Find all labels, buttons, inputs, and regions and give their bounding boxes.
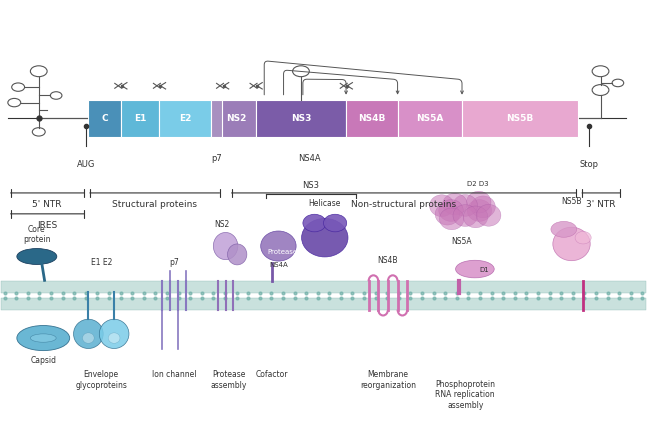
FancyArrowPatch shape (283, 70, 399, 95)
Ellipse shape (471, 196, 496, 218)
Text: C: C (101, 114, 108, 123)
Bar (159, 100, 211, 137)
Text: Structural proteins: Structural proteins (112, 200, 197, 209)
Text: 3' NTR: 3' NTR (586, 200, 616, 209)
Bar (1, 298, 646, 309)
Text: NS4A: NS4A (298, 154, 321, 163)
Ellipse shape (214, 232, 238, 260)
Text: E2: E2 (179, 114, 191, 123)
Ellipse shape (17, 325, 70, 351)
Ellipse shape (463, 206, 488, 228)
Text: NS5B: NS5B (507, 114, 534, 123)
Text: NS4B: NS4B (358, 114, 386, 123)
Text: NS4A: NS4A (269, 262, 288, 268)
Text: NS5B: NS5B (562, 197, 582, 206)
Text: Capsid: Capsid (30, 356, 56, 365)
Bar (346, 100, 398, 137)
Text: NS2: NS2 (215, 220, 230, 229)
Bar (217, 100, 256, 137)
Text: NS5A: NS5A (452, 237, 472, 246)
FancyArrowPatch shape (264, 61, 463, 95)
Text: Protease
assembly: Protease assembly (211, 370, 247, 390)
Ellipse shape (324, 214, 347, 232)
Ellipse shape (453, 195, 477, 216)
Bar (89, 100, 120, 137)
Text: E1 E2: E1 E2 (91, 258, 112, 267)
Ellipse shape (83, 333, 94, 343)
Ellipse shape (74, 319, 103, 349)
FancyArrowPatch shape (303, 79, 347, 95)
Bar (462, 100, 578, 137)
Ellipse shape (439, 208, 464, 230)
Text: p7: p7 (211, 154, 222, 163)
Text: NS4B: NS4B (378, 256, 398, 265)
Text: Ion channel: Ion channel (152, 370, 196, 379)
Ellipse shape (575, 232, 591, 244)
Bar (398, 100, 462, 137)
Text: D2 D3: D2 D3 (467, 181, 489, 187)
Ellipse shape (439, 200, 463, 221)
Ellipse shape (443, 193, 467, 215)
Text: Envelope
glycoproteins: Envelope glycoproteins (75, 370, 127, 390)
Text: 5' NTR: 5' NTR (32, 200, 62, 209)
Ellipse shape (30, 334, 56, 342)
Ellipse shape (467, 200, 492, 221)
Ellipse shape (466, 191, 491, 213)
Text: NS3: NS3 (291, 114, 311, 123)
Bar (1, 281, 646, 293)
Text: Phosphoprotein
RNA replication
assembly: Phosphoprotein RNA replication assembly (435, 380, 495, 410)
Text: Stop: Stop (580, 160, 598, 169)
Text: Protease: Protease (268, 249, 298, 255)
Text: Helicase: Helicase (309, 200, 341, 208)
Text: Non-structural proteins: Non-structural proteins (351, 200, 457, 209)
Text: Cofactor: Cofactor (256, 370, 288, 379)
Ellipse shape (455, 260, 494, 278)
Text: IRES: IRES (37, 221, 57, 230)
Text: NS3: NS3 (302, 181, 319, 190)
Text: AUG: AUG (77, 160, 96, 169)
Ellipse shape (553, 227, 590, 261)
Ellipse shape (108, 333, 120, 343)
Ellipse shape (303, 214, 326, 232)
Bar (211, 100, 223, 137)
Ellipse shape (228, 244, 247, 265)
Text: Membrane
reorganization: Membrane reorganization (360, 370, 416, 390)
Text: NS5A: NS5A (416, 114, 443, 123)
Ellipse shape (453, 205, 477, 226)
Ellipse shape (302, 218, 348, 257)
Ellipse shape (476, 205, 501, 226)
Ellipse shape (17, 248, 57, 264)
Text: Core
protein: Core protein (23, 224, 50, 244)
Ellipse shape (551, 221, 576, 237)
Text: E1: E1 (134, 114, 146, 123)
Text: NS2: NS2 (226, 114, 247, 123)
Text: p7: p7 (169, 258, 179, 267)
Bar (256, 100, 346, 137)
Ellipse shape (435, 203, 459, 225)
Ellipse shape (99, 319, 129, 349)
Ellipse shape (261, 231, 296, 261)
Bar (120, 100, 159, 137)
Ellipse shape (430, 195, 454, 216)
Text: D1: D1 (479, 267, 489, 273)
